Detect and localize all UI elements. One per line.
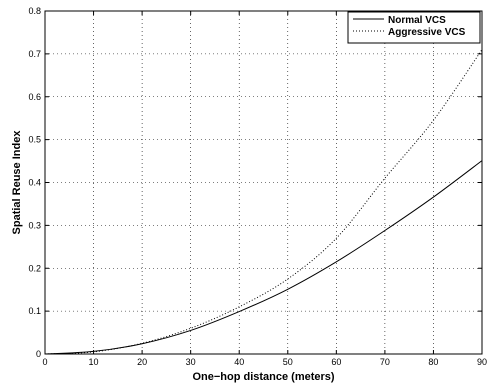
x-axis-title: One−hop distance (meters) bbox=[192, 371, 334, 383]
y-tick-label: 0.7 bbox=[28, 49, 41, 59]
y-tick-label: 0.1 bbox=[28, 306, 41, 316]
y-tick-label: 0.4 bbox=[28, 178, 41, 188]
grid bbox=[45, 11, 482, 354]
x-tick-label: 90 bbox=[477, 357, 487, 367]
x-tick-label: 0 bbox=[42, 357, 47, 367]
x-tick-label: 30 bbox=[186, 357, 196, 367]
x-tick-label: 10 bbox=[89, 357, 99, 367]
x-tick-label: 80 bbox=[428, 357, 438, 367]
x-tick-label: 60 bbox=[331, 357, 341, 367]
axis-ticks: 0 10 20 30 40 50 60 70 80 90 0 0.1 0.2 0.3 0.4 0.5 0.6 0.… bbox=[28, 6, 487, 367]
y-tick-label: 0.3 bbox=[28, 220, 41, 230]
y-tick-label: 0.2 bbox=[28, 263, 41, 273]
series-line-aggressive-vcs bbox=[44, 49, 483, 355]
legend: Normal VCS Aggressive VCS bbox=[347, 11, 481, 44]
x-tick-label: 40 bbox=[234, 357, 244, 367]
x-tick-label: 20 bbox=[137, 357, 147, 367]
y-tick-label: 0 bbox=[36, 349, 41, 359]
y-tick-label: 0.8 bbox=[28, 6, 41, 16]
series-line-normal-vcs bbox=[44, 160, 483, 355]
x-tick-label: 70 bbox=[380, 357, 390, 367]
legend-label-normal-vcs: Normal VCS bbox=[388, 15, 446, 26]
legend-box bbox=[347, 11, 481, 44]
y-tick-label: 0.5 bbox=[28, 135, 41, 145]
plot-area-frame bbox=[44, 10, 483, 355]
y-tick-label: 0.6 bbox=[28, 92, 41, 102]
y-axis-title: Spatial Reuse Index bbox=[11, 130, 23, 235]
legend-label-aggressive-vcs: Aggressive VCS bbox=[388, 27, 466, 38]
series-lines bbox=[44, 49, 483, 355]
x-tick-label: 50 bbox=[283, 357, 293, 367]
